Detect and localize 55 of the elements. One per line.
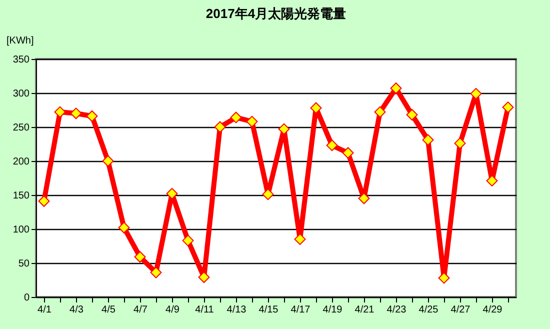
point [294, 233, 306, 245]
y-tick-label: 200 [12, 156, 30, 168]
point [470, 88, 482, 100]
x-tick-label: 4/3 [70, 304, 84, 316]
point [326, 140, 338, 152]
point [502, 102, 514, 114]
x-tick-label: 4/23 [386, 304, 407, 316]
point [310, 102, 322, 114]
x-tick-label: 4/27 [450, 304, 471, 316]
point [102, 155, 114, 167]
point [262, 188, 274, 200]
x-tick-label: 4/25 [418, 304, 439, 316]
point [486, 174, 498, 186]
point [374, 106, 386, 118]
point [358, 192, 370, 204]
x-tick-label: 4/17 [290, 304, 311, 316]
point [166, 188, 178, 200]
x-tick-label: 4/9 [166, 304, 180, 316]
y-tick-label: 0 [24, 292, 30, 304]
point [198, 272, 210, 284]
point [390, 82, 402, 94]
x-tick-label: 4/7 [134, 304, 148, 316]
y-tick-label: 350 [12, 54, 30, 66]
point [214, 121, 226, 133]
point [454, 138, 466, 150]
x-tick-label: 4/5 [102, 304, 116, 316]
x-tick-label: 4/19 [322, 304, 343, 316]
point [438, 272, 450, 284]
point [342, 147, 354, 159]
x-tick-label: 4/21 [354, 304, 375, 316]
x-tick-label: 4/1 [38, 304, 52, 316]
y-tick-label: 300 [12, 88, 30, 100]
y-tick-label: 150 [12, 190, 30, 202]
x-tick-label: 4/29 [482, 304, 503, 316]
point [182, 234, 194, 246]
point [230, 112, 242, 124]
x-tick-label: 4/15 [258, 304, 279, 316]
x-tick-label: 4/13 [226, 304, 247, 316]
point [150, 266, 162, 278]
y-tick-label: 50 [18, 258, 30, 270]
point [38, 195, 50, 207]
y-tick-label: 100 [12, 224, 30, 236]
point [246, 116, 258, 128]
point [118, 222, 130, 234]
point [422, 134, 434, 146]
point [406, 109, 418, 121]
chart-title: 2017年4月太陽光発電量 [206, 6, 346, 21]
point [54, 106, 66, 118]
y-axis-title: [KWh] [6, 36, 34, 46]
point [134, 251, 146, 263]
point [70, 108, 82, 120]
point [86, 110, 98, 122]
x-tick-label: 4/11 [195, 304, 214, 316]
point [278, 123, 290, 135]
y-tick-label: 250 [12, 122, 30, 134]
